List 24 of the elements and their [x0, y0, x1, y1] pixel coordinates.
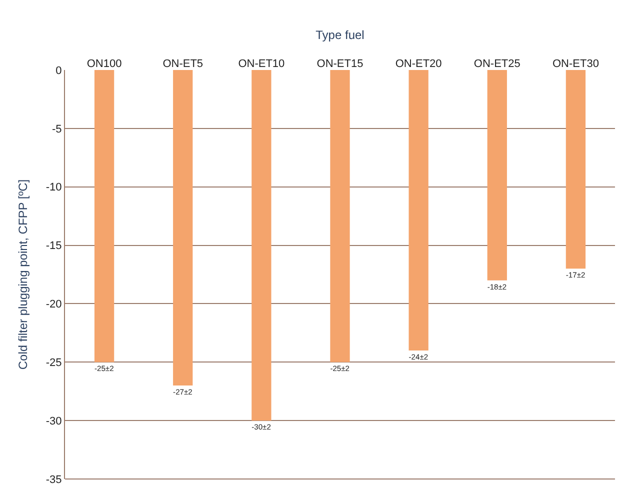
y-tick-label: -35: [46, 474, 62, 486]
x-tick-label: ON-ET10: [238, 58, 285, 70]
x-tick-label: ON-ET5: [162, 58, 204, 70]
y-tick-label: -5: [52, 123, 62, 136]
x-tick-label: ON-ET25: [474, 58, 520, 70]
y-tick-label: -25: [46, 356, 62, 369]
x-tick-label: ON-ET15: [316, 58, 364, 70]
data-label: -25±2: [94, 364, 114, 374]
y-tick-label: -30: [46, 415, 62, 428]
data-label: -24±2: [408, 352, 428, 362]
x-axis-title: Type fuel: [316, 28, 364, 42]
y-tick-label: 0: [56, 64, 62, 77]
data-label: -30±2: [252, 422, 271, 432]
data-label: -27±2: [173, 388, 192, 397]
y-tick-label: -10: [46, 182, 62, 194]
x-tick-label: ON100: [86, 58, 122, 70]
y-tick-label: -20: [46, 298, 62, 311]
x-tick-label: ON-ET20: [395, 58, 442, 70]
data-label: -18±2: [487, 282, 507, 292]
data-label: -25±2: [330, 364, 350, 374]
x-tick-label: ON-ET30: [552, 58, 599, 70]
y-axis-title: Cold filter plugging point, CFPP [ºC]: [16, 179, 30, 370]
y-tick-label: -15: [46, 240, 62, 252]
data-label: -17±2: [566, 270, 586, 280]
